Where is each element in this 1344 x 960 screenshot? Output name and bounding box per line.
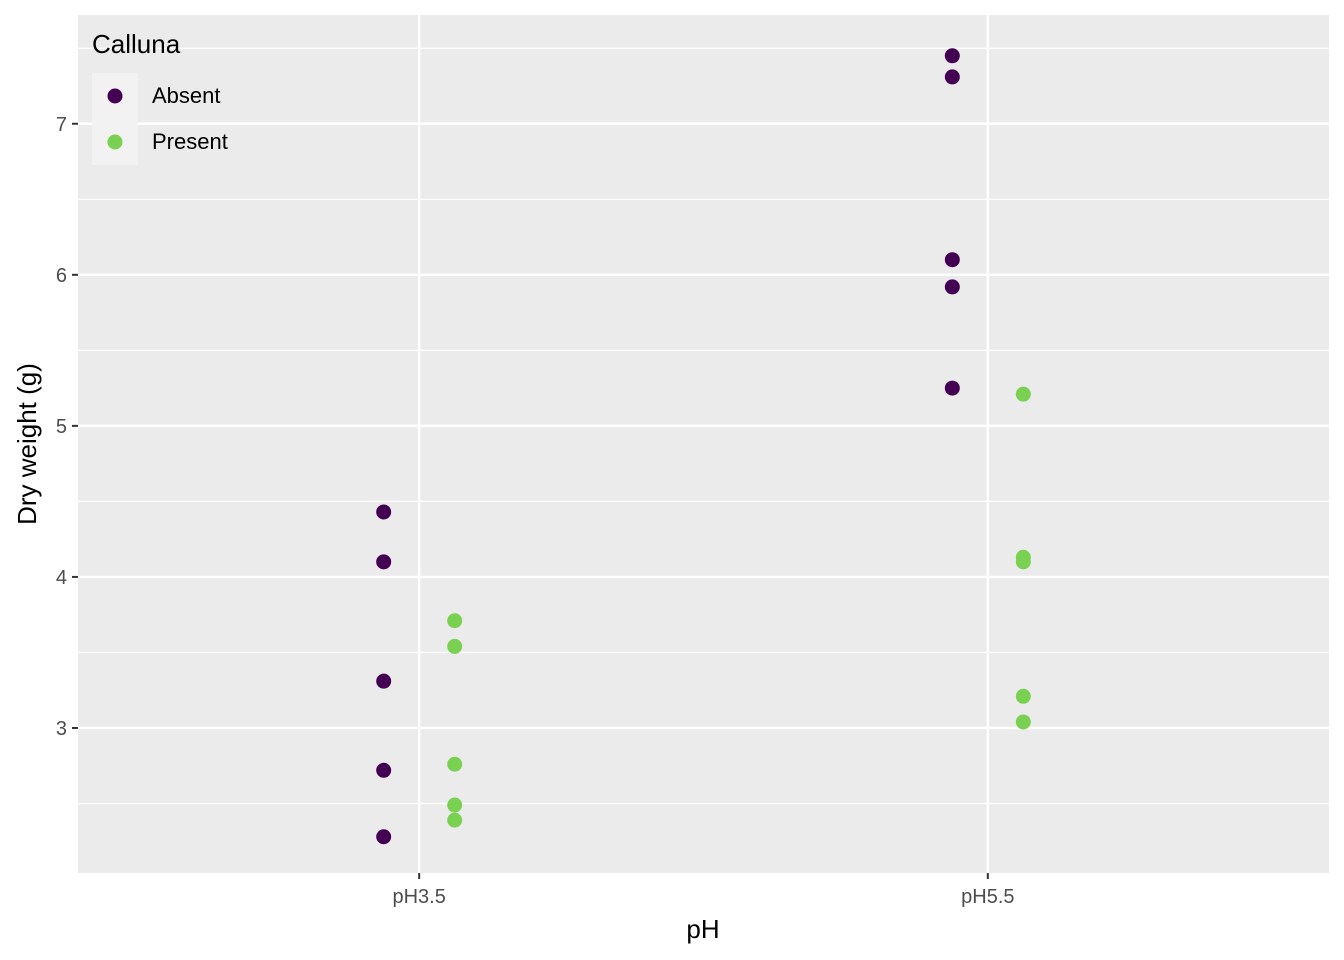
data-point	[376, 673, 392, 689]
data-point	[376, 504, 392, 520]
data-point	[447, 812, 463, 828]
legend: Calluna Absent Present	[92, 29, 228, 165]
data-point	[944, 48, 960, 64]
y-axis-title: Dry weight (g)	[12, 363, 42, 525]
data-points	[376, 48, 1031, 845]
y-tick-label: 6	[56, 265, 67, 287]
data-point	[1015, 554, 1031, 570]
minor-gridlines	[78, 47, 1329, 805]
data-point	[447, 613, 463, 629]
data-point	[376, 554, 392, 570]
data-point	[447, 638, 463, 654]
legend-label-present: Present	[152, 129, 228, 154]
data-point	[376, 762, 392, 778]
x-tick-label: pH5.5	[961, 886, 1014, 908]
data-point	[1015, 386, 1031, 402]
data-point	[447, 797, 463, 813]
legend-title: Calluna	[92, 29, 181, 59]
data-point	[944, 380, 960, 396]
x-tick-label: pH3.5	[392, 886, 445, 908]
data-point	[447, 756, 463, 772]
y-tick-label: 7	[56, 114, 67, 136]
data-point	[1015, 688, 1031, 704]
legend-label-absent: Absent	[152, 83, 221, 108]
data-point	[944, 279, 960, 295]
y-axis: 3 4 5 6 7	[56, 114, 78, 740]
legend-key-absent	[107, 88, 123, 104]
legend-key-present	[107, 134, 123, 150]
x-axis: pH3.5 pH5.5	[392, 873, 1015, 908]
x-axis-title: pH	[686, 914, 719, 944]
data-point	[944, 252, 960, 268]
y-tick-label: 4	[56, 567, 67, 589]
data-point	[376, 829, 392, 845]
panel-background	[78, 15, 1329, 873]
y-tick-label: 3	[56, 718, 67, 740]
data-point	[1015, 714, 1031, 730]
major-gridlines	[78, 15, 1329, 873]
y-tick-label: 5	[56, 416, 67, 438]
data-point	[944, 69, 960, 85]
